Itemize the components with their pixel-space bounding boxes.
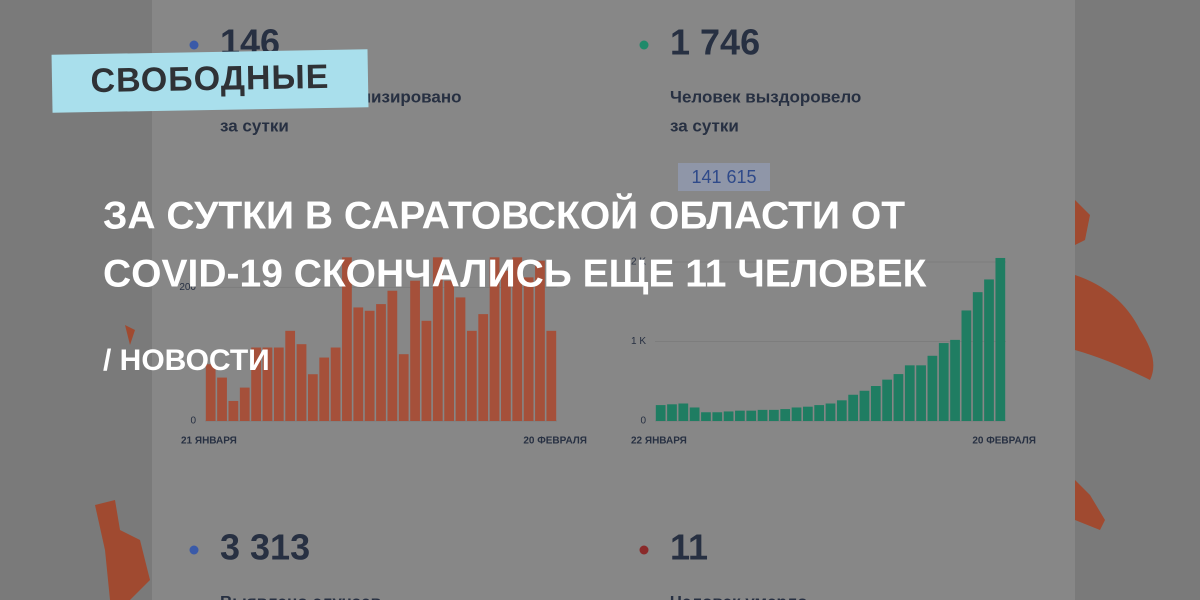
badge: СВОБОДНЫЕ <box>51 49 369 113</box>
headline-line: ЗА СУТКИ В САРАТОВСКОЙ ОБЛАСТИ ОТ <box>103 192 905 237</box>
total-box <box>678 163 770 191</box>
headline-line: COVID-19 СКОНЧАЛИСЬ ЕЩЕ 11 ЧЕЛОВЕК <box>103 252 927 295</box>
bar <box>273 347 284 421</box>
bar <box>814 405 825 421</box>
bar <box>478 314 489 421</box>
bar <box>870 386 881 421</box>
bar <box>938 343 949 421</box>
map-fragment <box>1075 200 1154 530</box>
bar <box>364 310 375 421</box>
badge-text: СВОБОДНЫЕ <box>90 58 330 100</box>
bar <box>239 387 250 421</box>
y-tick-label: 2 K <box>631 257 646 268</box>
y-tick-label: 1 K <box>631 336 646 347</box>
bar <box>432 257 443 421</box>
bar <box>689 407 700 421</box>
bar <box>251 347 261 421</box>
stat-value: 1 746 <box>670 22 760 63</box>
bar <box>655 405 666 421</box>
bar <box>501 270 511 421</box>
bar <box>825 403 836 421</box>
bar <box>353 307 364 421</box>
bar <box>848 394 859 421</box>
bar <box>904 365 915 421</box>
bar <box>972 292 983 421</box>
bar <box>836 400 847 421</box>
y-tick-label: 0 <box>640 416 646 427</box>
bar <box>995 257 1006 421</box>
x-label: 21 ЯНВАРЯ <box>181 436 237 447</box>
map-fragment <box>95 325 150 600</box>
bar <box>410 280 420 421</box>
stat-caption: за сутки <box>670 116 739 135</box>
bar <box>757 409 768 421</box>
bar <box>217 377 227 421</box>
total-value: 141 615 <box>691 167 756 187</box>
bar <box>961 310 972 421</box>
x-label: 20 ФЕВРАЛЯ <box>972 436 1036 447</box>
bar <box>535 260 545 421</box>
bar <box>735 410 745 421</box>
bar <box>262 347 273 421</box>
stat-value: 11 <box>670 527 708 568</box>
bar <box>950 339 960 421</box>
bar <box>701 412 711 421</box>
stat-dot <box>189 545 199 555</box>
x-label: 20 ФЕВРАЛЯ <box>523 436 587 447</box>
bar <box>769 409 779 421</box>
stat-dot <box>639 545 649 555</box>
bar <box>421 320 432 421</box>
bar <box>882 379 892 421</box>
bar <box>927 355 938 421</box>
bar <box>342 257 352 421</box>
bar <box>723 411 734 421</box>
bar <box>296 344 307 421</box>
stat-caption: Человек выздоровело <box>670 87 861 106</box>
bar <box>376 304 386 421</box>
x-label: 22 ЯНВАРЯ <box>631 436 687 447</box>
bar <box>466 330 477 421</box>
bar <box>746 410 757 421</box>
bar <box>802 406 813 421</box>
bar <box>455 297 466 421</box>
y-tick-label: 200 <box>179 282 196 293</box>
bar <box>444 280 455 421</box>
badge-box <box>51 49 369 113</box>
stat-dot <box>189 40 199 50</box>
bar <box>859 390 870 421</box>
bar <box>893 374 904 421</box>
bar <box>791 407 802 421</box>
bar <box>307 374 318 421</box>
section-label: / НОВОСТИ <box>103 344 270 377</box>
bar <box>398 354 409 421</box>
bar <box>984 279 994 421</box>
stat-caption: Человек умерло <box>670 592 807 600</box>
bar <box>489 257 500 421</box>
bar <box>319 357 330 421</box>
y-tick-label: 0 <box>190 416 196 427</box>
bar <box>285 330 296 421</box>
stat-value: 3 313 <box>220 527 310 568</box>
bar <box>512 257 523 421</box>
bar <box>387 290 398 421</box>
bar <box>712 412 723 421</box>
bar <box>330 347 341 421</box>
bar <box>780 409 791 421</box>
bar <box>523 277 534 421</box>
bar <box>228 400 239 421</box>
bar <box>667 404 677 421</box>
stat-dot <box>639 40 649 50</box>
bar <box>205 364 216 421</box>
stat-caption: Выявлено случаев <box>220 592 381 600</box>
bar <box>546 330 557 421</box>
bar <box>678 403 689 421</box>
stat-caption: за сутки <box>220 116 289 135</box>
bar <box>916 365 926 421</box>
